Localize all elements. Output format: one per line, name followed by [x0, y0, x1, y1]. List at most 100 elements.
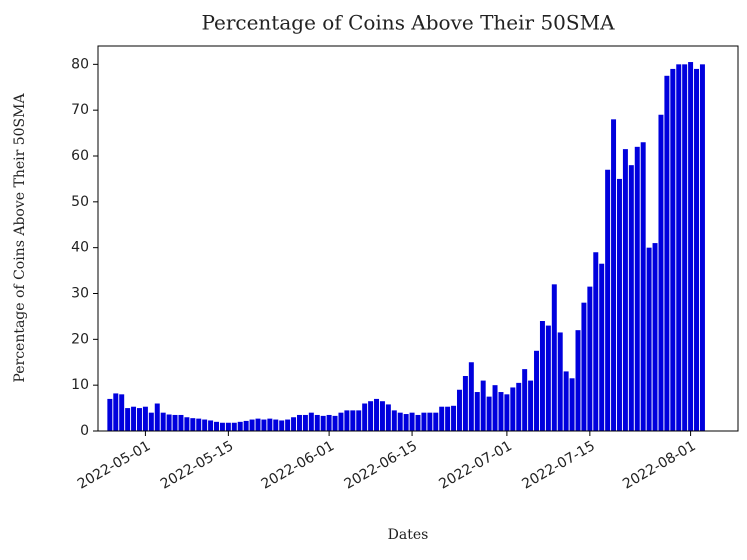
bar: [451, 405, 457, 431]
y-tick-label: 80: [71, 56, 89, 72]
bar: [699, 64, 705, 431]
bar: [605, 169, 611, 431]
bar: [142, 406, 148, 431]
bar: [569, 378, 575, 431]
bar: [403, 414, 409, 431]
bar: [350, 410, 356, 431]
y-tick-label: 40: [71, 240, 89, 256]
bar: [107, 398, 113, 431]
y-tick-label: 70: [71, 102, 89, 118]
bar: [154, 403, 160, 431]
bar: [439, 406, 445, 431]
bar: [522, 369, 528, 431]
bar: [302, 414, 308, 431]
bar: [326, 414, 332, 431]
bar: [214, 421, 220, 431]
bar: [492, 385, 498, 431]
bar: [231, 422, 237, 431]
bar: [676, 64, 682, 431]
bar: [385, 404, 391, 431]
bar: [646, 247, 652, 431]
bar: [640, 142, 646, 431]
bar: [344, 410, 350, 431]
y-tick-label: 20: [71, 331, 89, 347]
bar: [433, 412, 439, 431]
bar: [427, 412, 433, 431]
bar: [658, 114, 664, 431]
y-axis-label: Percentage of Coins Above Their 50SMA: [12, 93, 28, 383]
bar: [332, 415, 338, 431]
bar: [391, 410, 397, 431]
bar: [486, 396, 492, 431]
bar: [374, 398, 380, 431]
bar: [362, 403, 368, 431]
bar: [616, 178, 622, 431]
bar: [338, 412, 344, 431]
bar: [261, 419, 267, 431]
bar: [219, 422, 225, 431]
bar: [208, 420, 214, 431]
bar: [534, 350, 540, 431]
bar: [563, 371, 569, 431]
bar: [652, 243, 658, 431]
bar: [456, 389, 462, 431]
bar: [166, 414, 172, 431]
bar: [184, 417, 190, 431]
bar: [528, 380, 534, 431]
bar: [119, 394, 125, 431]
bar: [237, 421, 243, 431]
bar: [172, 414, 178, 431]
bar: [291, 417, 297, 431]
bar: [160, 412, 166, 431]
bar: [670, 68, 676, 432]
x-tick-label: 2022-05-15: [158, 438, 236, 493]
x-tick-label: 2022-07-15: [519, 438, 597, 493]
bar: [462, 376, 468, 431]
bar: [267, 418, 273, 431]
bar: [688, 62, 694, 432]
y-tick-label: 30: [71, 286, 89, 302]
bar: [409, 412, 415, 431]
bar: [190, 418, 196, 431]
x-tick-label: 2022-06-15: [342, 438, 420, 493]
bar: [279, 420, 285, 431]
bar: [664, 75, 670, 432]
bar: [599, 263, 605, 431]
bar: [415, 414, 421, 431]
bar: [320, 415, 326, 431]
bar: [249, 419, 255, 431]
bar: [510, 387, 516, 431]
bar: [628, 165, 634, 431]
bar: [622, 149, 628, 431]
bar: [356, 410, 362, 431]
bar: [480, 380, 486, 431]
bar: [474, 392, 480, 431]
bar: [308, 412, 314, 431]
bar: [634, 146, 640, 432]
bar: [539, 321, 545, 431]
bar: [131, 406, 137, 431]
plot-frame: [97, 45, 739, 432]
bar: [516, 382, 522, 431]
bar: [379, 401, 385, 431]
x-tick-label: 2022-07-01: [436, 438, 514, 493]
chart-title: Percentage of Coins Above Their 50SMA: [201, 11, 615, 35]
x-axis-label: Dates: [388, 527, 429, 543]
bar: [243, 420, 249, 431]
bar: [225, 422, 231, 431]
bar: [445, 406, 451, 431]
bar: [314, 414, 320, 431]
bar: [611, 119, 617, 431]
bar: [285, 419, 291, 431]
y-tick-label: 60: [71, 148, 89, 164]
bar: [498, 392, 504, 431]
bar: [202, 419, 208, 431]
bar: [551, 284, 557, 431]
bar: [255, 418, 261, 431]
bar: [587, 286, 593, 431]
x-tick-label: 2022-05-01: [75, 438, 153, 493]
bar: [178, 414, 184, 431]
bar: [148, 412, 154, 431]
bar: [296, 414, 302, 431]
bar: [397, 412, 403, 431]
